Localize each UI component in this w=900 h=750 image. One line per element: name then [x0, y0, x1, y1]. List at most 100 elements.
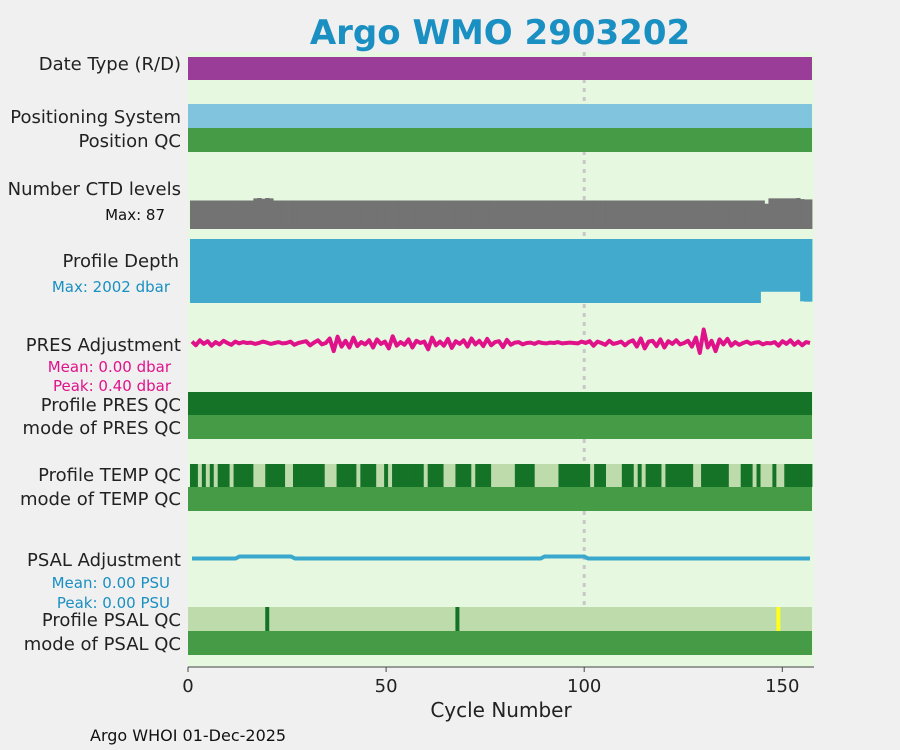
temp-qc-cell-156 [804, 464, 809, 487]
temp-qc-cell-70 [463, 464, 468, 487]
profile-depth-bar-31 [308, 239, 314, 303]
temp-qc-cell-15 [245, 464, 250, 487]
label-pres-mean: Mean: 0.00 dbar [48, 358, 172, 376]
profile-depth-bar-131 [705, 239, 710, 303]
profile-depth-bar-152 [788, 239, 793, 292]
temp-qc-cell-154 [796, 464, 801, 487]
temp-qc-cell-89 [538, 464, 544, 487]
ctd-levels-bar-67 [451, 200, 456, 229]
ctd-levels-bar-53 [396, 200, 401, 229]
temp-qc-cell-35 [324, 464, 330, 487]
ctd-levels-bar-118 [653, 200, 658, 229]
temp-qc-cell-16 [249, 464, 254, 487]
temp-qc-cell-74 [479, 464, 484, 487]
ctd-levels-bar-55 [403, 200, 409, 229]
temp-qc-cell-37 [332, 464, 337, 487]
temp-qc-cell-98 [574, 464, 579, 487]
ctd-levels-bar-112 [629, 200, 635, 229]
ctd-levels-bar-15 [245, 200, 250, 229]
profile-depth-bar-28 [296, 239, 302, 303]
temp-qc-cell-94 [558, 464, 563, 487]
mode-temp-qc-band [188, 487, 813, 511]
ctd-levels-bar-19 [261, 198, 266, 229]
ctd-levels-bar-86 [526, 200, 532, 229]
temp-qc-cell-118 [653, 464, 658, 487]
temp-qc-cell-82 [510, 464, 516, 487]
ctd-levels-bar-35 [324, 200, 330, 229]
profile-psal-qc-band [188, 607, 813, 631]
temp-qc-cell-120 [661, 464, 666, 487]
profile-depth-bar-132 [709, 239, 714, 303]
ctd-levels-bar-76 [487, 200, 492, 229]
ctd-levels-bar-32 [312, 200, 318, 229]
profile-depth-bar-150 [780, 239, 785, 292]
ctd-levels-bar-37 [332, 200, 337, 229]
ctd-levels-bar-8 [217, 200, 223, 229]
profile-depth-bar-45 [364, 239, 369, 303]
profile-depth-bar-101 [586, 239, 591, 303]
ctd-levels-bar-38 [336, 200, 341, 229]
ctd-levels-bar-141 [744, 200, 750, 229]
profile-depth-bar-32 [312, 239, 318, 303]
temp-qc-cell-60 [423, 464, 429, 487]
x-axis-ticks: 0 50 100 150 [182, 667, 799, 697]
ctd-levels-bar-72 [471, 200, 476, 229]
psal-qc-mark-20 [265, 607, 270, 631]
profile-depth-bar-127 [689, 239, 694, 303]
ctd-levels-bar-113 [633, 200, 639, 229]
temp-qc-cell-131 [705, 464, 710, 487]
temp-qc-cell-72 [471, 464, 476, 487]
ctd-levels-bar-125 [681, 200, 686, 229]
ctd-levels-bar-134 [716, 200, 722, 229]
ctd-levels-bar-3 [197, 200, 203, 229]
ctd-levels-bar-133 [712, 200, 718, 229]
ctd-levels-bar-93 [554, 200, 559, 229]
ctd-levels-bar-21 [269, 198, 274, 229]
temp-qc-cell-143 [752, 464, 757, 487]
ctd-levels-bar-94 [558, 200, 563, 229]
profile-depth-bar-13 [237, 239, 242, 303]
temp-qc-cell-86 [526, 464, 532, 487]
profile-depth-bar-141 [744, 239, 750, 303]
profile-depth-bar-119 [657, 239, 662, 303]
temp-qc-cell-150 [780, 464, 785, 487]
temp-qc-cell-49 [380, 464, 385, 487]
ctd-levels-bar-139 [736, 200, 742, 229]
x-tick-label-100: 100 [567, 676, 601, 697]
temp-qc-cell-119 [657, 464, 662, 487]
profile-depth-bar-74 [479, 239, 484, 303]
profile-depth-bar-106 [605, 239, 611, 303]
ctd-levels-bar-65 [443, 200, 448, 229]
temp-qc-cell-22 [273, 464, 278, 487]
profile-depth-bar-51 [388, 239, 393, 303]
ctd-levels-bar-44 [360, 200, 365, 229]
ctd-levels-bar-84 [518, 200, 524, 229]
profile-depth-bar-36 [328, 239, 334, 303]
profile-depth-bar-34 [320, 239, 326, 303]
temp-qc-cell-51 [388, 464, 393, 487]
profile-depth-bar-41 [348, 239, 353, 303]
ctd-levels-bar-91 [546, 200, 551, 229]
profile-depth-bar-136 [724, 239, 730, 303]
ctd-levels-bar-69 [459, 200, 464, 229]
profile-depth-bar-99 [578, 239, 583, 303]
plot-area [188, 52, 814, 667]
profile-depth-bar-146 [764, 239, 769, 292]
ctd-levels-bar-49 [380, 200, 385, 229]
ctd-levels-bar-137 [728, 200, 734, 229]
temp-qc-cell-44 [360, 464, 365, 487]
ctd-levels-bar-96 [566, 200, 571, 229]
temp-qc-cell-45 [364, 464, 369, 487]
label-mode-temp-qc: mode of TEMP QC [20, 489, 181, 510]
profile-depth-bar-57 [411, 239, 417, 303]
temp-qc-cell-39 [340, 464, 345, 487]
temp-qc-cell-81 [506, 464, 512, 487]
temp-qc-cell-11 [229, 464, 234, 487]
ctd-levels-bar-119 [657, 200, 662, 229]
temp-qc-cell-25 [285, 464, 290, 487]
ctd-levels-bar-29 [300, 200, 306, 229]
temp-qc-cell-20 [265, 464, 270, 487]
mode-psal-qc-band [188, 631, 813, 655]
ctd-levels-bar-99 [578, 200, 583, 229]
